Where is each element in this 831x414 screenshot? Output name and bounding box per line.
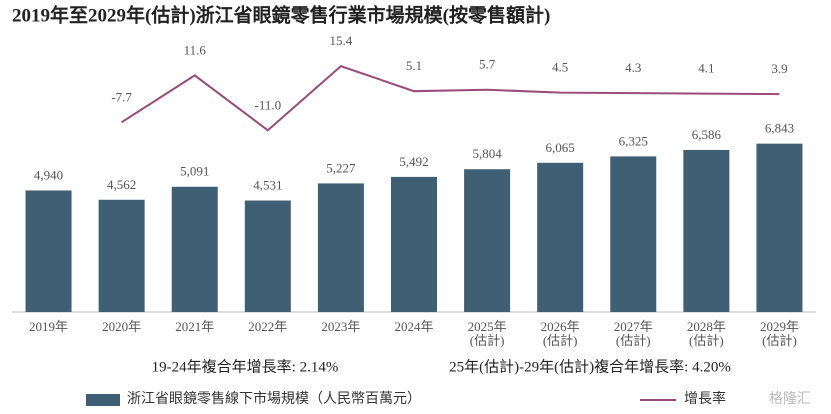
bar-value-label: 4,940 <box>34 167 63 182</box>
bar-value-label: 4,562 <box>107 177 136 192</box>
bar <box>317 183 364 312</box>
bar-value-label: 5,227 <box>326 160 356 175</box>
bar <box>537 162 584 312</box>
legend-label: 增長率 <box>684 390 726 407</box>
x-tick-label: 2027年 (估計) <box>613 319 653 348</box>
bar-value-label: 6,065 <box>546 140 575 155</box>
bar-value-label: 4,531 <box>253 178 282 193</box>
line-value-label: 15.4 <box>330 33 353 48</box>
x-tick-label: 2026年 (估計) <box>540 319 580 348</box>
bar <box>683 149 730 312</box>
x-tick-label: 2023年 <box>321 319 361 334</box>
bar-value-label: 5,492 <box>399 154 428 169</box>
bar <box>464 169 511 312</box>
line-value-label: 5.7 <box>479 57 496 72</box>
line-value-label: 3.9 <box>771 61 787 76</box>
bar <box>391 176 437 312</box>
bar-value-label: 5,091 <box>180 164 209 179</box>
line-value-label: 11.6 <box>184 42 207 57</box>
line-value-label: 4.3 <box>625 60 641 75</box>
bar <box>610 156 657 312</box>
x-tick-label: 2024年 <box>394 319 434 334</box>
bar <box>756 143 803 312</box>
growth-line <box>121 65 780 132</box>
watermark: 格隆汇 <box>769 391 811 407</box>
bar-value-label: 5,804 <box>472 146 502 161</box>
x-tick-label: 2019年 <box>29 319 69 334</box>
bar <box>98 199 145 312</box>
annotation: 25年(估計)-29年(估計)複合年增長率: 4.20% <box>449 358 731 375</box>
line-value-label: -7.7 <box>111 89 132 104</box>
bar <box>171 186 218 312</box>
line-value-label: 5.1 <box>406 58 422 73</box>
x-tick-label: 2021年 <box>175 319 215 334</box>
x-tick-label: 2022年 <box>248 319 288 334</box>
line-value-label: -11.0 <box>255 97 282 112</box>
bar <box>244 200 291 312</box>
x-tick-label: 2029年 (估計) <box>759 319 799 348</box>
line-value-label: 4.1 <box>698 61 714 76</box>
annotation: 19-24年複合年增長率: 2.14% <box>152 358 339 375</box>
line-value-label: 4.5 <box>552 60 568 75</box>
bar-value-label: 6,586 <box>692 127 722 142</box>
legend-swatch <box>86 394 120 406</box>
bar-value-label: 6,325 <box>619 133 648 148</box>
bar-value-label: 6,843 <box>765 121 794 136</box>
bar <box>25 190 72 312</box>
legend-label: 浙江省眼鏡零售線下市場規模（人民幣百萬元） <box>127 390 421 407</box>
x-tick-label: 2020年 <box>102 319 142 334</box>
x-tick-label: 2025年 (估計) <box>467 319 507 348</box>
x-tick-label: 2028年 (估計) <box>686 319 726 348</box>
chart-title: 2019年至2029年(估計)浙江省眼鏡零售行業市場規模(按零售額計) <box>12 3 550 26</box>
